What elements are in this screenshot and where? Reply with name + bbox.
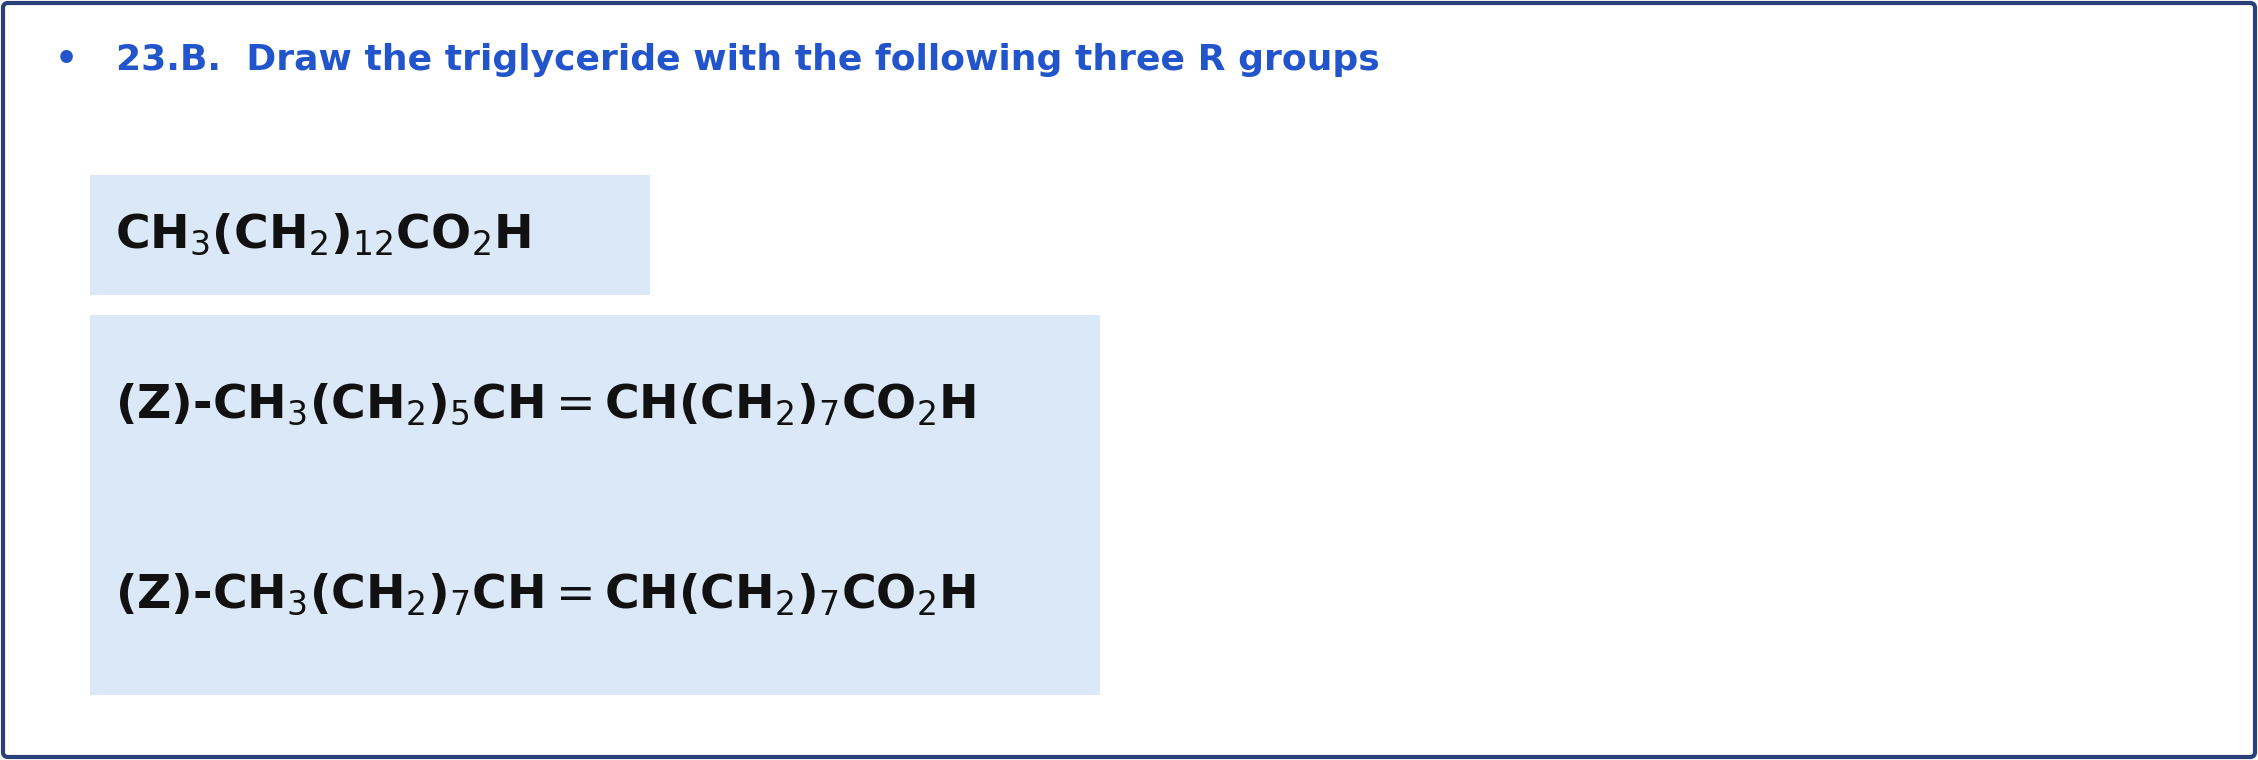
FancyBboxPatch shape [90,315,1100,695]
FancyBboxPatch shape [90,175,650,295]
Text: (Z)-CH$_3$(CH$_2$)$_5$CH$=$CH(CH$_2$)$_7$CO$_2$H: (Z)-CH$_3$(CH$_2$)$_5$CH$=$CH(CH$_2$)$_7… [115,382,975,428]
Text: •   23.B.  Draw the triglyceride with the following three R groups: • 23.B. Draw the triglyceride with the f… [54,43,1380,77]
Text: CH$_3$(CH$_2$)$_{12}$CO$_2$H: CH$_3$(CH$_2$)$_{12}$CO$_2$H [115,212,531,258]
FancyBboxPatch shape [2,3,2256,757]
Text: (Z)-CH$_3$(CH$_2$)$_7$CH$=$CH(CH$_2$)$_7$CO$_2$H: (Z)-CH$_3$(CH$_2$)$_7$CH$=$CH(CH$_2$)$_7… [115,572,975,618]
